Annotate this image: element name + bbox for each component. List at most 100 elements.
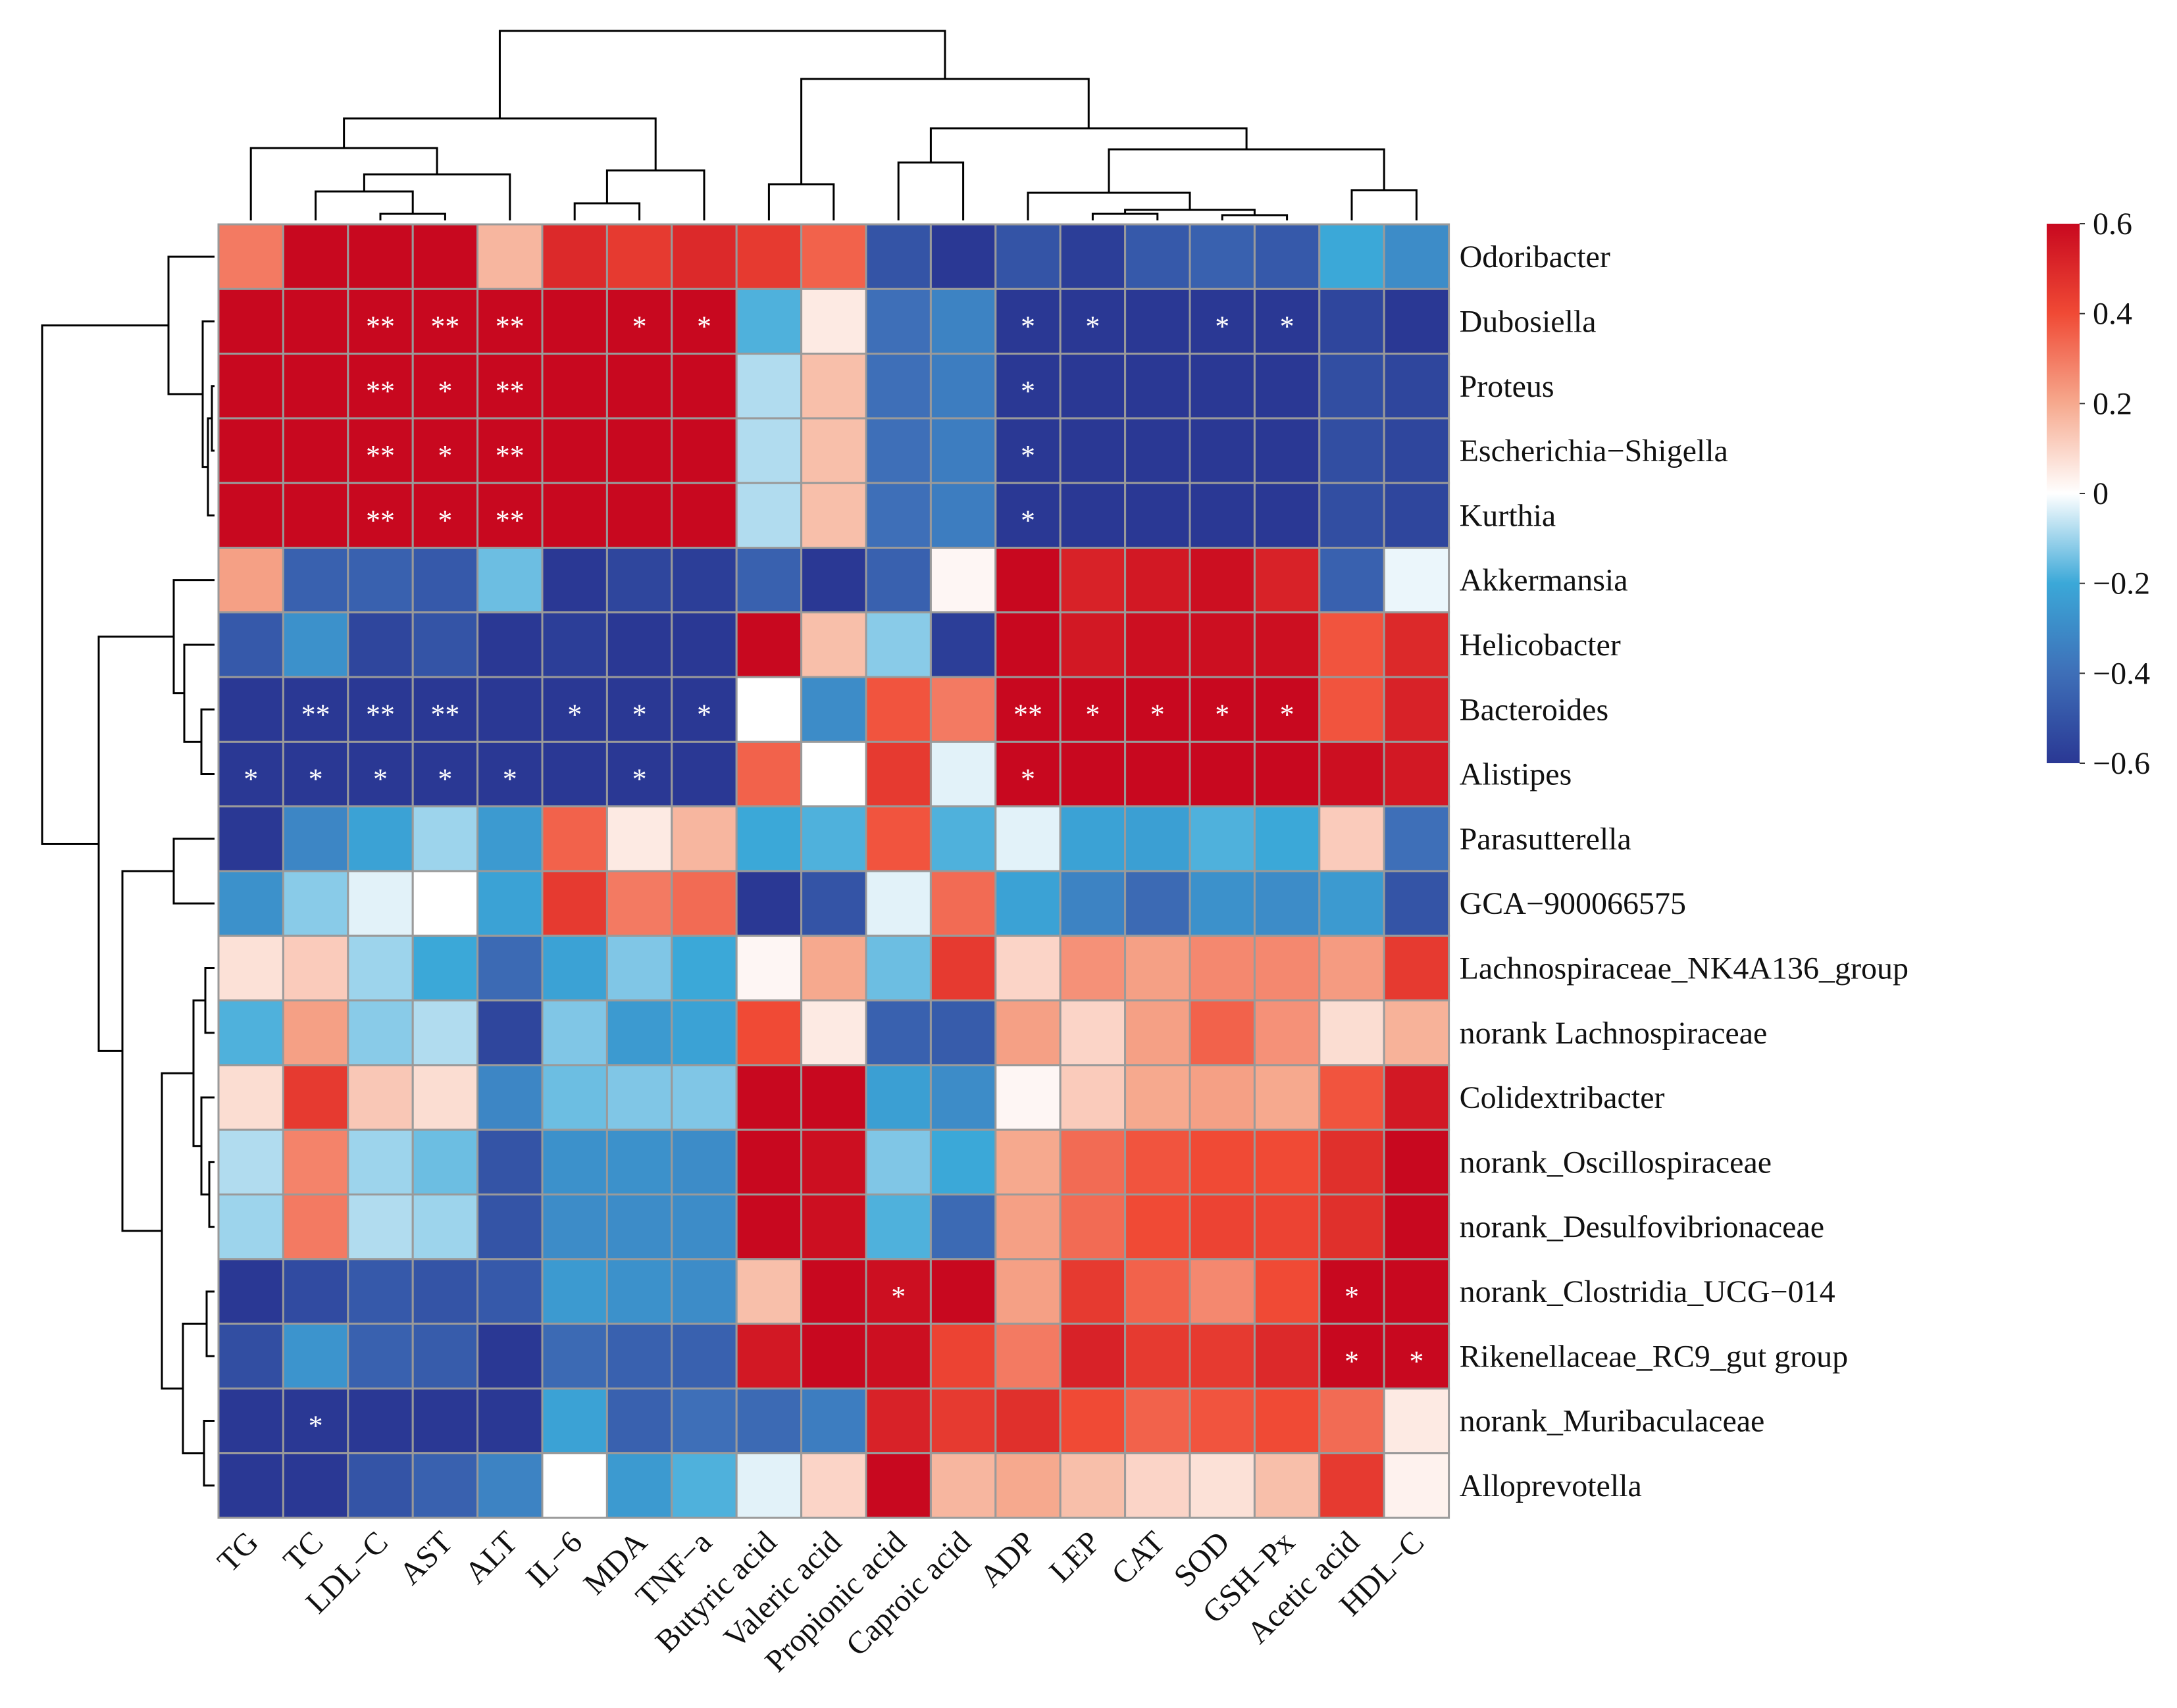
heatmap-cell	[865, 288, 932, 355]
heatmap-cell	[1253, 223, 1321, 290]
significance-mark: *	[697, 698, 711, 730]
column-label: CAT	[1105, 1524, 1172, 1592]
heatmap-cell	[994, 353, 1062, 420]
heatmap-cell	[994, 870, 1062, 937]
heatmap-cell	[347, 547, 414, 614]
row-label: norank_Desulfovibrionaceae	[1460, 1210, 1824, 1245]
heatmap-cell	[1318, 1064, 1385, 1131]
significance-mark: *	[1215, 698, 1229, 730]
column-label: LEP	[1042, 1524, 1107, 1589]
heatmap-cell	[994, 1387, 1062, 1455]
heatmap-cell	[605, 611, 673, 678]
heatmap-cell	[1253, 1193, 1321, 1261]
heatmap-cell	[411, 805, 479, 872]
heatmap-cell	[411, 223, 479, 290]
row-label: Bacteroides	[1460, 692, 1609, 727]
heatmap-cell	[217, 805, 284, 872]
heatmap-cell	[735, 999, 803, 1067]
significance-mark: *	[1215, 310, 1229, 342]
heatmap-cell	[605, 1193, 673, 1261]
significance-mark: *	[697, 310, 711, 342]
dendrogram-branch	[379, 213, 446, 220]
heatmap-cell	[1383, 805, 1450, 872]
dendrogram-branch	[203, 1420, 215, 1487]
significance-mark: *	[632, 763, 647, 795]
heatmap-cell	[1383, 1322, 1450, 1390]
significance-mark: **	[496, 504, 525, 536]
heatmap-cell	[735, 1452, 803, 1519]
heatmap-cell	[1059, 870, 1127, 937]
heatmap-cell	[1383, 611, 1450, 678]
heatmap-cell	[217, 223, 284, 290]
heatmap-cell	[1253, 870, 1321, 937]
heatmap-cell	[865, 999, 932, 1067]
heatmap-cell	[994, 934, 1062, 1002]
heatmap-cell	[1253, 1064, 1321, 1131]
heatmap-cell	[1189, 611, 1256, 678]
heatmap-cell	[541, 1193, 608, 1261]
heatmap-cell	[476, 1387, 544, 1455]
heatmap-cell	[994, 1322, 1062, 1390]
heatmap-cell	[800, 676, 867, 743]
heatmap-cell	[929, 547, 997, 614]
heatmap-cell	[282, 934, 349, 1002]
heatmap-cell	[541, 805, 608, 872]
heatmap-cell	[1124, 1452, 1191, 1519]
significance-mark: *	[632, 698, 647, 730]
heatmap-cell	[282, 676, 349, 743]
significance-mark: *	[1085, 698, 1100, 730]
significance-mark: *	[1345, 1280, 1359, 1313]
heatmap-cell	[217, 1387, 284, 1455]
heatmap-cell	[929, 676, 997, 743]
heatmap-cell	[994, 999, 1062, 1067]
heatmap-cell	[1124, 870, 1191, 937]
heatmap-cell	[1189, 482, 1256, 549]
dendrogram-branch	[204, 967, 215, 1034]
heatmap-cell	[735, 223, 803, 290]
heatmap-cell	[1253, 611, 1321, 678]
heatmap-cell	[217, 870, 284, 937]
heatmap-cell	[671, 223, 738, 290]
heatmap-cell	[671, 999, 738, 1067]
heatmap-cell	[865, 547, 932, 614]
heatmap-cell	[1253, 1128, 1321, 1195]
row-label: norank_Muribaculaceae	[1460, 1404, 1765, 1439]
dendrogram-branch	[1108, 148, 1385, 193]
heatmap-cell	[411, 870, 479, 937]
heatmap-cell	[994, 805, 1062, 872]
heatmap-cell	[1059, 288, 1127, 355]
heatmap-cell	[347, 934, 414, 1002]
heatmap-cell	[671, 353, 738, 420]
heatmap-cell	[282, 1258, 349, 1325]
dendrogram-branch	[192, 999, 205, 1147]
heatmap-cell	[735, 288, 803, 355]
heatmap-cell	[865, 482, 932, 549]
heatmap-cell	[735, 1258, 803, 1325]
heatmap-cell	[282, 1322, 349, 1390]
heatmap-cell	[1189, 1322, 1256, 1390]
significance-mark: *	[438, 504, 452, 536]
heatmap-cell	[1318, 870, 1385, 937]
dendrogram-branch	[97, 636, 174, 1052]
heatmap-cell	[541, 1258, 608, 1325]
heatmap-cell	[929, 223, 997, 290]
heatmap-cell	[735, 1387, 803, 1455]
heatmap-cell	[282, 1064, 349, 1131]
heatmap-cell	[800, 870, 867, 937]
heatmap-cell	[865, 417, 932, 484]
heatmap-cell	[994, 1064, 1062, 1131]
heatmap-cell	[865, 934, 932, 1002]
heatmap-cell	[217, 1322, 284, 1390]
heatmap-cell	[1124, 223, 1191, 290]
heatmap-cell	[1383, 1258, 1450, 1325]
heatmap-cell	[217, 547, 284, 614]
heatmap-cell	[1124, 999, 1191, 1067]
heatmap-cell	[1318, 805, 1385, 872]
heatmap-cell	[1383, 1064, 1450, 1131]
heatmap-cell	[217, 1452, 284, 1519]
significance-mark: **	[366, 698, 395, 730]
heatmap-cell	[671, 934, 738, 1002]
heatmap-cell	[1189, 934, 1256, 1002]
heatmap-cell	[800, 1387, 867, 1455]
heatmap-cell	[735, 805, 803, 872]
